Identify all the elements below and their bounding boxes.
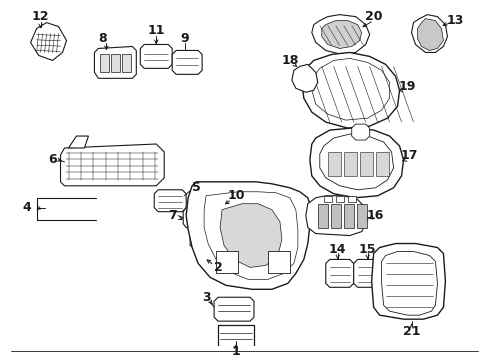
Text: 13: 13 xyxy=(446,14,463,27)
Bar xyxy=(216,252,238,273)
Text: 15: 15 xyxy=(358,243,376,256)
Text: 21: 21 xyxy=(402,325,419,338)
Polygon shape xyxy=(154,190,186,212)
Polygon shape xyxy=(100,54,109,72)
Polygon shape xyxy=(172,50,202,74)
Text: 16: 16 xyxy=(366,209,384,222)
Polygon shape xyxy=(381,252,437,315)
Polygon shape xyxy=(111,54,120,72)
Polygon shape xyxy=(353,260,381,287)
Polygon shape xyxy=(371,243,445,319)
Polygon shape xyxy=(31,23,66,60)
Text: 7: 7 xyxy=(167,209,176,222)
Polygon shape xyxy=(291,64,317,92)
Polygon shape xyxy=(61,144,164,186)
Polygon shape xyxy=(68,136,88,148)
Bar xyxy=(267,252,289,273)
Polygon shape xyxy=(319,134,393,190)
Polygon shape xyxy=(347,196,355,202)
Polygon shape xyxy=(335,196,343,202)
Polygon shape xyxy=(375,152,388,176)
Text: 12: 12 xyxy=(32,10,49,23)
Text: 2: 2 xyxy=(213,261,222,274)
Polygon shape xyxy=(214,297,253,321)
Polygon shape xyxy=(200,198,222,220)
Polygon shape xyxy=(220,204,281,267)
Polygon shape xyxy=(122,54,131,72)
Text: 3: 3 xyxy=(202,291,210,304)
Polygon shape xyxy=(343,152,356,176)
Polygon shape xyxy=(183,208,200,228)
Polygon shape xyxy=(330,204,340,228)
Text: 6: 6 xyxy=(48,153,57,166)
Text: 4: 4 xyxy=(22,201,31,214)
Polygon shape xyxy=(301,53,399,128)
Polygon shape xyxy=(411,15,447,53)
Circle shape xyxy=(296,74,308,86)
Polygon shape xyxy=(356,204,366,228)
Polygon shape xyxy=(203,192,297,279)
Text: 11: 11 xyxy=(147,24,164,37)
Polygon shape xyxy=(359,152,372,176)
Text: 1: 1 xyxy=(231,345,240,357)
Polygon shape xyxy=(321,21,361,49)
Polygon shape xyxy=(186,182,311,289)
Polygon shape xyxy=(190,231,212,249)
Text: 10: 10 xyxy=(227,189,244,202)
Polygon shape xyxy=(323,196,331,202)
Polygon shape xyxy=(325,260,353,287)
Text: 17: 17 xyxy=(400,149,417,162)
Polygon shape xyxy=(309,128,403,198)
Text: 9: 9 xyxy=(181,32,189,45)
Polygon shape xyxy=(317,204,327,228)
Text: 5: 5 xyxy=(191,181,200,194)
Polygon shape xyxy=(311,15,369,54)
Text: 8: 8 xyxy=(98,32,106,45)
Polygon shape xyxy=(343,204,353,228)
Text: 19: 19 xyxy=(398,80,415,93)
Polygon shape xyxy=(305,196,367,235)
Polygon shape xyxy=(94,46,136,78)
Text: 14: 14 xyxy=(328,243,346,256)
Text: 18: 18 xyxy=(281,54,298,67)
Text: 20: 20 xyxy=(364,10,382,23)
Polygon shape xyxy=(327,152,340,176)
Polygon shape xyxy=(351,124,369,140)
Polygon shape xyxy=(140,45,172,68)
Polygon shape xyxy=(311,58,389,120)
Polygon shape xyxy=(417,19,443,50)
